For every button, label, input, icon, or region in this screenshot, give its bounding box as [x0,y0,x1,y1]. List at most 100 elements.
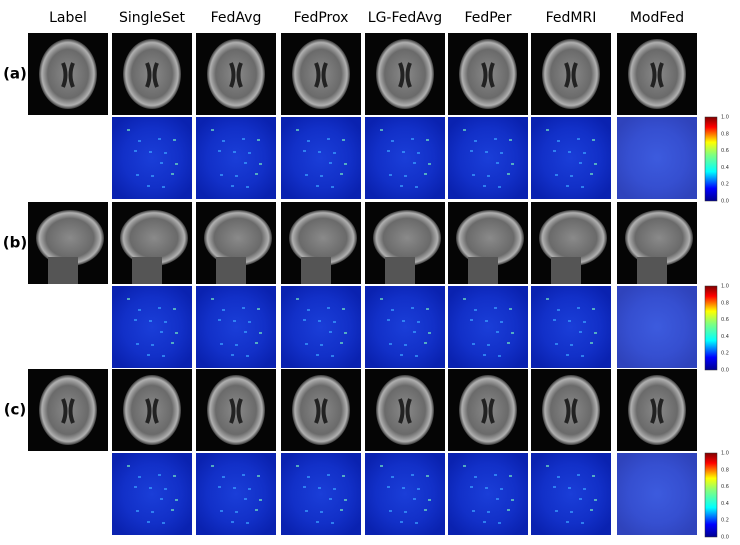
error-speck [303,486,306,488]
error-speck [316,521,319,523]
error-speck [158,474,161,476]
error-speck [487,344,490,346]
error-speck [577,474,580,476]
error-speck [162,186,165,188]
error-speck [233,320,236,322]
error-map [531,286,611,368]
error-speck [404,511,407,513]
error-speck [498,355,501,357]
error-speck [318,487,321,489]
error-speck [404,175,407,177]
error-speck [568,320,571,322]
error-speck [160,498,163,500]
colorbar-tick: 0.2 [721,351,729,357]
colorbar-tick: 0.4 [721,165,729,171]
error-speck [175,163,178,165]
error-speck [296,465,299,467]
error-speck [592,139,595,141]
error-speck [553,486,556,488]
error-map [448,117,528,199]
error-map [531,453,611,535]
column-header: FedMRI [546,10,597,26]
colorbar-tick: 0.0 [721,199,729,205]
error-speck [411,307,414,309]
error-speck [500,321,503,323]
error-speck [134,150,137,152]
error-speck [329,498,332,500]
error-speck [344,332,347,334]
error-speck [149,320,152,322]
error-speck [566,185,569,187]
error-speck [583,488,586,490]
colorbar [704,452,718,538]
error-speck [570,344,573,346]
error-speck [546,129,549,131]
error-speck [592,475,595,477]
error-speck [389,343,392,345]
error-speck [511,499,514,501]
error-speck [333,488,336,490]
error-speck [494,474,497,476]
error-speck [509,139,512,141]
error-speck [344,499,347,501]
error-speck [164,321,167,323]
colorbar [704,285,718,371]
error-speck [340,509,343,511]
neck [468,257,498,284]
brain [459,375,517,445]
error-speck [579,498,582,500]
error-speck [472,510,475,512]
error-speck [570,175,573,177]
error-speck [387,319,390,321]
column-header: FedPer [464,10,511,26]
error-speck [402,320,405,322]
error-speck [581,355,584,357]
brain [628,375,686,445]
brain [459,39,517,109]
error-speck [340,342,343,344]
error-speck [331,522,334,524]
error-speck [222,309,225,311]
error-speck [400,185,403,187]
error-speck [557,476,560,478]
error-speck [316,354,319,356]
brain [39,39,97,109]
error-speck [305,510,308,512]
error-speck [331,355,334,357]
error-speck [259,163,262,165]
error-speck [546,465,549,467]
error-speck [255,173,258,175]
ventricles [314,62,328,88]
error-speck [149,151,152,153]
error-speck [316,185,319,187]
error-speck [485,320,488,322]
error-speck [134,486,137,488]
error-speck [173,475,176,477]
error-speck [424,173,427,175]
error-speck [387,150,390,152]
error-speck [470,150,473,152]
error-speck [218,319,221,321]
error-speck [235,344,238,346]
colorbar-tick: 1.0 [721,451,729,457]
error-speck [333,321,336,323]
error-speck [248,152,251,154]
error-speck [404,344,407,346]
error-speck [327,307,330,309]
error-speck [389,510,392,512]
ventricles [650,62,664,88]
error-speck [496,498,499,500]
colorbar-tick: 0.8 [721,467,729,473]
error-speck [151,175,154,177]
error-speck [463,298,466,300]
column-header: Label [49,10,87,26]
neck [385,257,415,284]
error-speck [594,499,597,501]
error-speck [320,511,323,513]
error-speck [592,308,595,310]
error-speck [494,138,497,140]
error-speck [577,307,580,309]
ventricles [229,62,243,88]
error-speck [400,354,403,356]
ventricles [564,398,578,424]
